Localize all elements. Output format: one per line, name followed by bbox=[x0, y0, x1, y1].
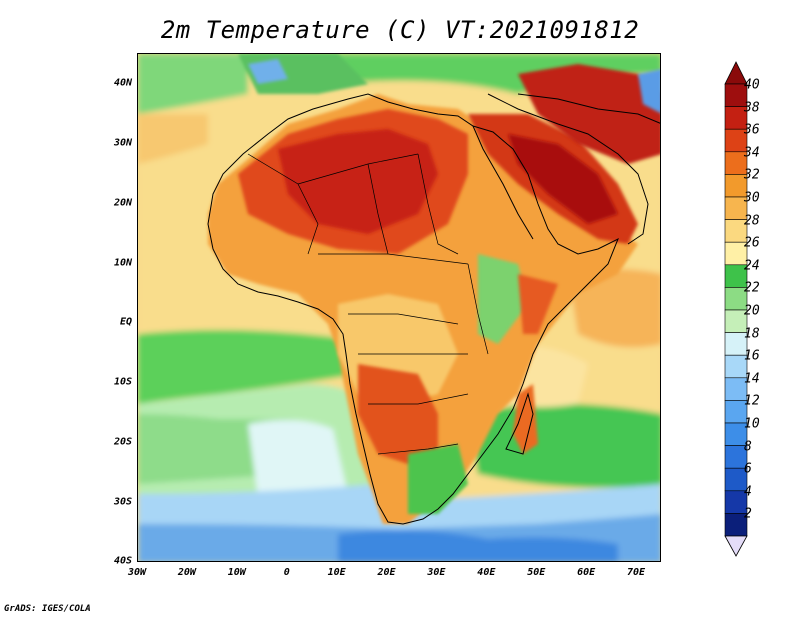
colorbar-label: 14 bbox=[744, 371, 760, 387]
grads-credit: GrADS: IGES/COLA bbox=[4, 604, 91, 614]
temperature-map bbox=[137, 53, 661, 562]
map-canvas bbox=[138, 54, 660, 561]
colorbar bbox=[724, 61, 748, 557]
lon-tick-label: 0 bbox=[283, 567, 290, 578]
lat-tick-label: EQ bbox=[119, 316, 132, 328]
lon-tick-label: 30E bbox=[427, 567, 446, 578]
lat-tick-label: 40N bbox=[113, 77, 132, 89]
colorbar-label: 10 bbox=[744, 416, 760, 432]
lat-tick-label: 10S bbox=[113, 376, 132, 388]
colorbar-label: 22 bbox=[744, 280, 760, 296]
lon-tick-label: 50E bbox=[527, 567, 546, 578]
colorbar-label: 32 bbox=[744, 167, 760, 183]
lat-tick-label: 20S bbox=[113, 436, 132, 448]
colorbar-label: 20 bbox=[744, 303, 760, 319]
colorbar-label: 36 bbox=[744, 122, 760, 138]
colorbar-label: 4 bbox=[744, 484, 752, 500]
lon-tick-label: 30W bbox=[127, 567, 147, 578]
colorbar-label: 8 bbox=[744, 439, 752, 455]
colorbar-label: 28 bbox=[744, 213, 760, 229]
lat-tick-label: 30S bbox=[113, 496, 132, 508]
country-borders bbox=[247, 153, 489, 455]
map-title: 2m Temperature (C) VT:2021091812 bbox=[160, 16, 640, 44]
colorbar-label: 38 bbox=[744, 100, 760, 116]
lat-tick-label: 30N bbox=[113, 137, 132, 149]
colorbar-label: 2 bbox=[744, 506, 752, 522]
lon-tick-label: 40E bbox=[477, 567, 496, 578]
lat-tick-label: 20N bbox=[113, 197, 132, 209]
colorbar-label: 26 bbox=[744, 235, 760, 251]
lon-tick-label: 20E bbox=[377, 567, 396, 578]
colorbar-label: 6 bbox=[744, 461, 752, 477]
lon-tick-label: 70E bbox=[627, 567, 646, 578]
lon-tick-label: 10W bbox=[227, 567, 246, 578]
lat-tick-label: 10N bbox=[113, 257, 132, 269]
colorbar-label: 40 bbox=[744, 77, 760, 93]
colorbar-label: 34 bbox=[744, 145, 760, 161]
colorbar-label: 16 bbox=[744, 348, 760, 364]
lon-tick-label: 60E bbox=[577, 567, 596, 578]
lat-tick-label: 40S bbox=[113, 555, 132, 567]
colorbar-label: 12 bbox=[744, 393, 760, 409]
colorbar-low-arrow bbox=[724, 535, 748, 557]
coastlines bbox=[207, 93, 660, 525]
colorbar-label: 18 bbox=[744, 326, 760, 342]
colorbar-label: 30 bbox=[744, 190, 760, 206]
land-field bbox=[208, 54, 660, 524]
lon-tick-label: 20W bbox=[177, 567, 196, 578]
lon-tick-label: 10E bbox=[327, 567, 346, 578]
colorbar-label: 24 bbox=[744, 258, 760, 274]
